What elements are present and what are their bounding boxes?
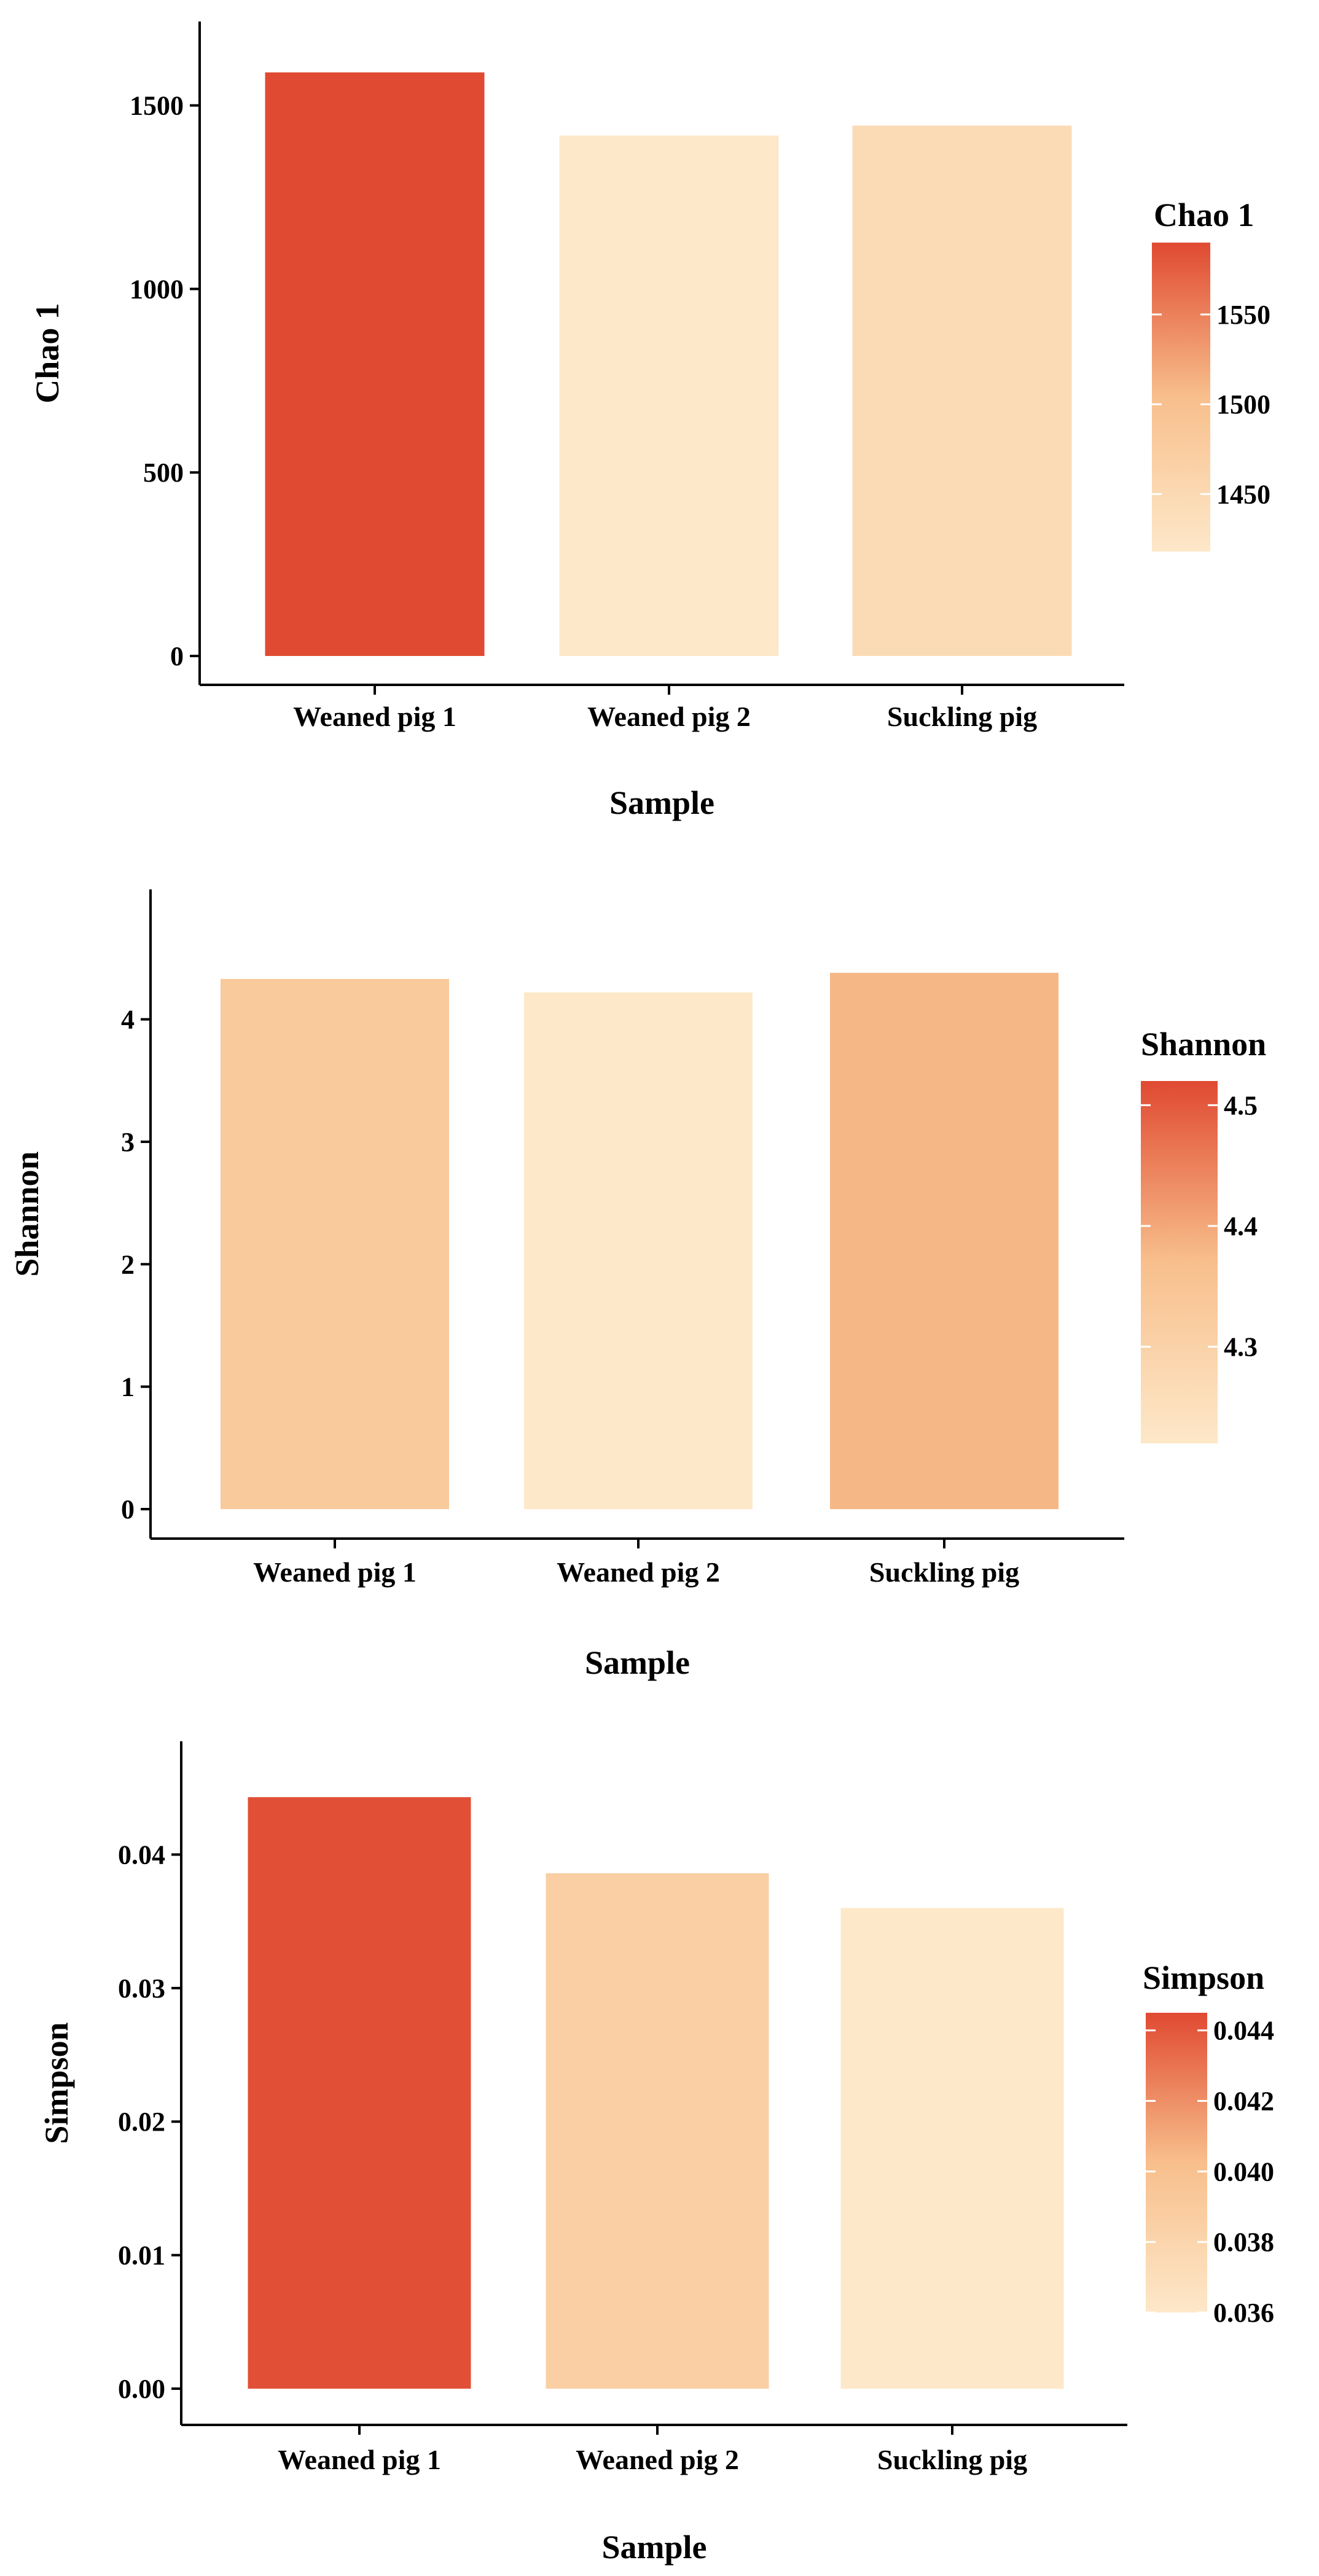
- x-tick-label: Weaned pig 1: [253, 1556, 417, 1588]
- chart-panel-3: 0.00 0.01 0.02 0.03 0.04 Weaned pig 1 Weaned p…: [38, 1741, 1274, 2566]
- y-tick-label: 0: [170, 641, 184, 671]
- y-tick-label: 0.01: [118, 2241, 165, 2271]
- x-tick-label: Suckling pig: [869, 1556, 1019, 1588]
- legend-colorbar: Simpson 0.036 0.038 0.040 0.042 0.044: [1143, 1959, 1274, 2328]
- y-tick-label: 0: [121, 1494, 135, 1524]
- bar-suckling-pig: [852, 125, 1072, 656]
- x-axis-title: Sample: [601, 2529, 706, 2566]
- y-tick-label: 1000: [130, 274, 184, 304]
- y-tick-label: 1500: [130, 91, 184, 121]
- legend-tick-label: 4.5: [1224, 1090, 1258, 1120]
- y-axis-title: Chao 1: [29, 303, 66, 404]
- bar-weaned-pig-1: [248, 1797, 471, 2389]
- legend-colorbar: Chao 1 1450 1500 1550: [1152, 197, 1270, 552]
- bar-weaned-pig-1: [265, 72, 485, 656]
- y-tick-label: 0.03: [118, 1973, 165, 2004]
- bar-weaned-pig-2: [524, 992, 753, 1509]
- y-tick-label: 4: [121, 1005, 135, 1035]
- y-tick-label: 0.04: [118, 1840, 165, 1870]
- bar-suckling-pig: [840, 1908, 1064, 2389]
- x-axis-title: Sample: [609, 784, 714, 821]
- legend-tick-label: 0.038: [1213, 2227, 1274, 2257]
- legend-gradient: [1141, 1081, 1218, 1443]
- legend-tick-label: 1500: [1216, 389, 1270, 420]
- legend-title: Simpson: [1143, 1959, 1264, 1996]
- bar-weaned-pig-1: [221, 978, 449, 1509]
- y-axis-title: Simpson: [38, 2022, 75, 2144]
- bar-suckling-pig: [830, 972, 1059, 1509]
- x-tick-label: Weaned pig 2: [587, 701, 751, 732]
- legend-tick-label: 0.036: [1213, 2298, 1274, 2328]
- y-axis-title: Shannon: [9, 1151, 45, 1276]
- chart-panel-1: 0 500 1000 1500 Weaned pig 1 Weaned pig 2 Suck…: [29, 21, 1270, 821]
- y-tick-label: 0.02: [118, 2107, 165, 2137]
- y-tick-label: 3: [121, 1127, 135, 1157]
- chart-panel-2: 0 1 2 3 4 Weaned pig 1 Weaned pig 2 Suckling pi…: [9, 889, 1266, 1681]
- x-tick-label: Weaned pig 1: [293, 701, 456, 732]
- legend-title: Shannon: [1141, 1026, 1266, 1063]
- x-tick-label: Suckling pig: [887, 701, 1037, 732]
- x-tick-label: Weaned pig 1: [278, 2444, 441, 2475]
- legend-title: Chao 1: [1154, 197, 1254, 233]
- legend-tick-label: 0.044: [1213, 2016, 1274, 2046]
- y-tick-label: 1: [121, 1372, 135, 1402]
- legend-gradient: [1152, 243, 1210, 552]
- bar-weaned-pig-2: [546, 1873, 769, 2389]
- bar-weaned-pig-2: [559, 135, 779, 656]
- x-tick-label: Weaned pig 2: [557, 1556, 720, 1588]
- legend-gradient: [1146, 2013, 1207, 2313]
- legend-tick-label: 1450: [1216, 479, 1270, 509]
- legend-tick-label: 0.042: [1213, 2086, 1274, 2117]
- legend-tick-label: 0.040: [1213, 2156, 1274, 2187]
- legend-tick-label: 1550: [1216, 300, 1270, 330]
- y-tick-label: 2: [121, 1249, 135, 1279]
- x-axis-title: Sample: [585, 1644, 690, 1681]
- x-tick-label: Suckling pig: [877, 2444, 1027, 2475]
- x-tick-label: Weaned pig 2: [576, 2444, 739, 2475]
- y-tick-label: 0.00: [118, 2374, 165, 2404]
- legend-tick-label: 4.3: [1224, 1332, 1258, 1362]
- legend-colorbar: Shannon 4.3 4.4 4.5: [1141, 1026, 1266, 1443]
- y-tick-label: 500: [143, 458, 184, 488]
- legend-tick-label: 4.4: [1224, 1211, 1258, 1241]
